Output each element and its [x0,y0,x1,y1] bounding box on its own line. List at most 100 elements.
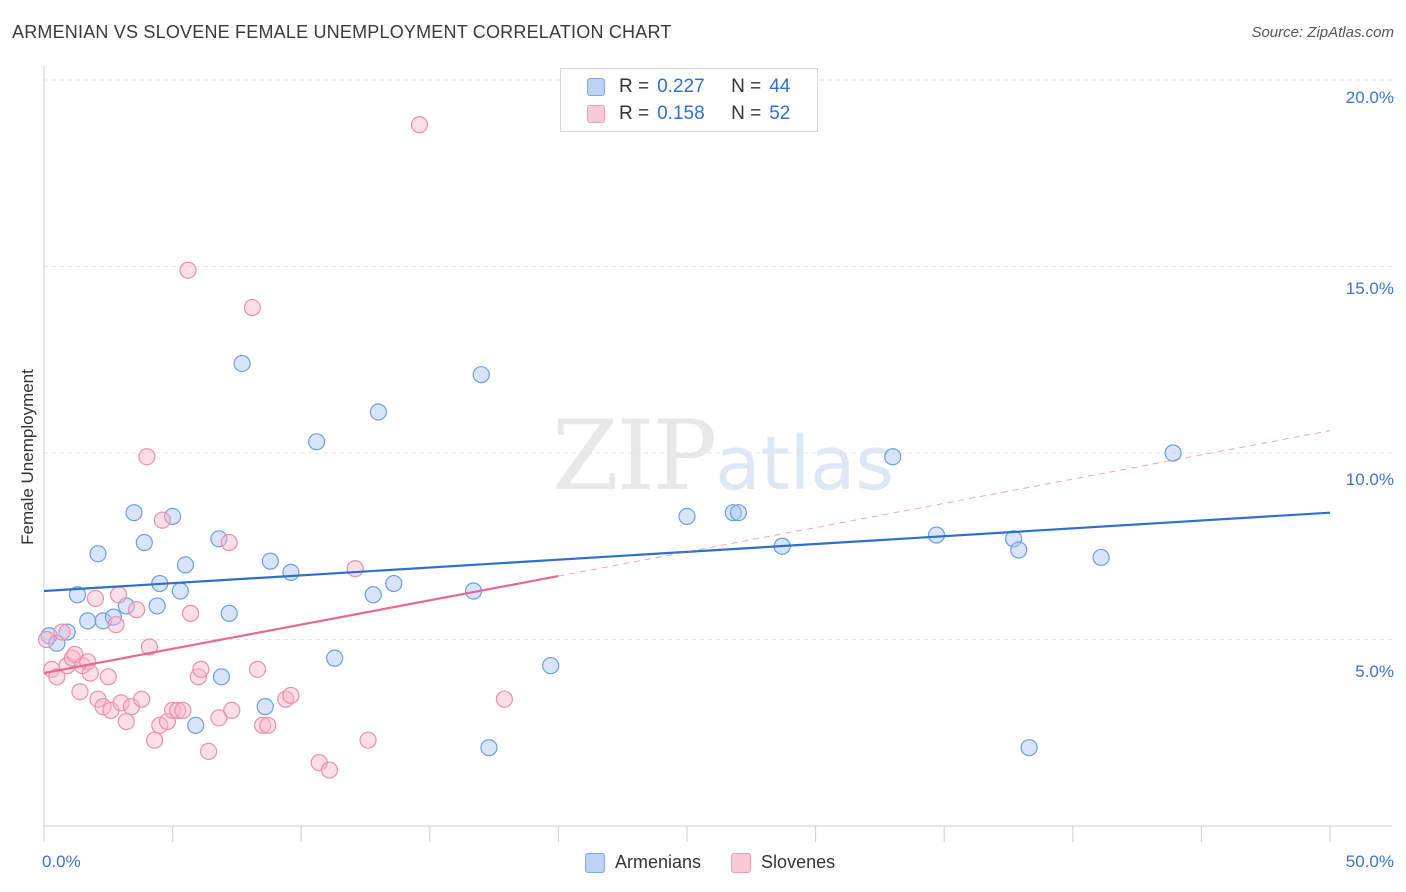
data-point-slovenes [200,742,218,761]
data-point-slovenes [243,298,261,317]
data-point-armenians [176,556,195,574]
data-point-slovenes [140,638,159,656]
data-point-slovenes [192,660,210,678]
source-credit: Source: ZipAtlas.com [1251,24,1394,41]
data-point-slovenes [248,660,267,678]
data-point-armenians [326,649,344,667]
trend-line-extension-slovenes [558,430,1331,577]
data-point-armenians [94,612,112,630]
legend-r-label: R = [619,76,650,97]
data-point-armenians [187,716,205,734]
legend-n-value: 52 [769,103,791,124]
legend-row-slovenes: R = 0.158 N = 52 [587,102,790,126]
legend-row-armenians: R = 0.227 N = 44 [587,75,790,99]
data-point-armenians [1010,541,1028,559]
y-tick-label: 20.0% [1345,88,1394,107]
watermark: ZIPatlas [552,400,894,512]
legend-r-value: 0.158 [657,103,705,124]
data-point-armenians [68,586,87,604]
data-point-slovenes [359,731,377,749]
legend-swatch-slovenes [731,852,752,873]
data-point-armenians [884,448,902,466]
data-point-slovenes [86,589,105,608]
data-point-slovenes [495,690,513,708]
data-point-armenians [48,634,66,652]
legend-label-slovenes: Slovenes [761,852,836,872]
data-point-slovenes [109,586,128,604]
data-point-slovenes [153,511,171,529]
legend: R = 0.227 N = 44 R = 0.158 N = 52 [560,68,818,132]
data-point-slovenes [169,701,187,719]
data-point-armenians [212,668,231,686]
data-point-armenians [369,403,387,421]
data-point-armenians [282,563,300,581]
data-point-armenians [364,586,382,604]
trend-line-slovenes [43,575,559,675]
data-point-slovenes [81,664,99,682]
data-point-armenians [1005,530,1023,548]
data-point-armenians [724,504,742,522]
legend-n-value: 44 [769,76,791,97]
y-tick-label: 5.0% [1355,662,1394,681]
data-point-slovenes [282,686,300,705]
x-tick-label: 0.0% [42,852,81,871]
data-point-slovenes [223,701,241,719]
legend-r-label: R = [619,103,650,124]
data-point-armenians [125,504,143,522]
data-point-slovenes [320,761,339,779]
data-point-armenians [542,657,560,675]
data-point-armenians [256,698,274,716]
data-point-armenians [171,582,189,600]
legend-swatch-slovenes [587,105,605,123]
data-point-armenians [233,354,251,373]
data-point-armenians [1092,548,1110,567]
data-point-armenians [480,739,498,757]
legend-n-label: N = [731,103,762,124]
bottom-legend-slovenes: Slovenes [731,852,835,873]
data-point-slovenes [158,712,177,731]
data-point-slovenes [410,116,429,134]
data-point-slovenes [145,731,164,749]
data-point-armenians [220,604,238,622]
data-point-slovenes [179,261,197,279]
data-point-slovenes [220,533,238,552]
data-point-armenians [308,433,326,451]
data-point-armenians [135,533,153,552]
data-point-slovenes [48,668,66,686]
data-point-slovenes [117,712,135,731]
data-point-armenians [210,530,228,548]
legend-label-armenians: Armenians [615,852,702,872]
data-point-armenians [89,545,107,563]
bottom-legend: Armenians Slovenes [585,852,865,873]
data-point-armenians [1164,444,1182,462]
legend-swatch-armenians [587,78,605,96]
data-point-slovenes [37,630,56,649]
data-point-armenians [164,507,182,526]
bottom-legend-armenians: Armenians [585,852,701,873]
data-point-slovenes [107,615,125,634]
data-point-armenians [472,366,490,384]
data-point-slovenes [53,623,71,641]
legend-swatch-armenians [585,852,605,873]
chart-title: ARMENIAN VS SLOVENE FEMALE UNEMPLOYMENT … [12,22,672,42]
data-point-slovenes [174,701,192,719]
x-tick-label: 50.0% [1345,852,1394,871]
data-point-slovenes [138,448,156,466]
data-point-slovenes [71,683,89,701]
legend-r-value: 0.227 [657,76,705,97]
data-point-armenians [58,623,76,641]
data-point-slovenes [99,668,117,686]
data-point-armenians [261,552,279,570]
y-tick-label: 10.0% [1345,470,1394,489]
trend-line-armenians [43,511,1331,593]
data-point-armenians [79,612,97,630]
data-point-slovenes [127,601,146,619]
watermark-atlas: atlas [715,421,895,507]
data-point-slovenes [133,690,151,708]
data-point-armenians [1020,739,1038,757]
data-point-slovenes [112,694,130,712]
data-point-armenians [148,597,166,615]
y-tick-label: 15.0% [1345,279,1394,298]
legend-n-label: N = [731,76,762,97]
